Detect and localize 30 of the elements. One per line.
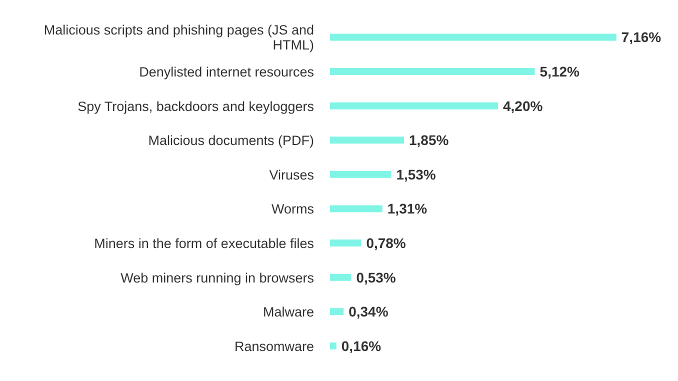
bar xyxy=(330,68,535,76)
bar xyxy=(330,274,352,281)
y-tick-label: Worms xyxy=(272,201,314,216)
bar xyxy=(330,205,382,212)
y-tick-label: Miners in the form of executable files xyxy=(94,235,314,250)
y-tick-label: Denylisted internet resources xyxy=(139,64,314,79)
data-label: 0,16% xyxy=(341,338,382,354)
data-label: 1,53% xyxy=(396,166,436,182)
data-label: 0,78% xyxy=(366,234,406,251)
y-tick-label: Ransomware xyxy=(234,338,314,354)
bar xyxy=(330,308,344,316)
bar xyxy=(330,136,404,144)
y-tick-label: Malicious documents (PDF) xyxy=(148,132,314,148)
data-label: 4,20% xyxy=(503,98,544,114)
y-tick-label: Viruses xyxy=(269,166,314,182)
data-label: 1,85% xyxy=(409,132,450,148)
data-label: 7,16% xyxy=(621,29,662,46)
y-tick-label: Malware xyxy=(262,304,314,320)
y-tick-label: Web miners running in browsers xyxy=(120,270,314,285)
data-label: 1,31% xyxy=(387,200,428,217)
y-tick-label: Malicious scripts and phishing pages (JS and HTML) xyxy=(44,22,314,52)
bar xyxy=(330,170,392,178)
bar xyxy=(330,240,362,247)
bar xyxy=(330,342,336,350)
data-label: 5,12% xyxy=(540,63,580,80)
data-label: 0,53% xyxy=(356,269,396,286)
bar xyxy=(330,34,616,41)
bar xyxy=(330,102,498,110)
data-label: 0,34% xyxy=(348,304,389,320)
y-tick-label: Spy Trojans, backdoors and keyloggers xyxy=(78,98,314,114)
